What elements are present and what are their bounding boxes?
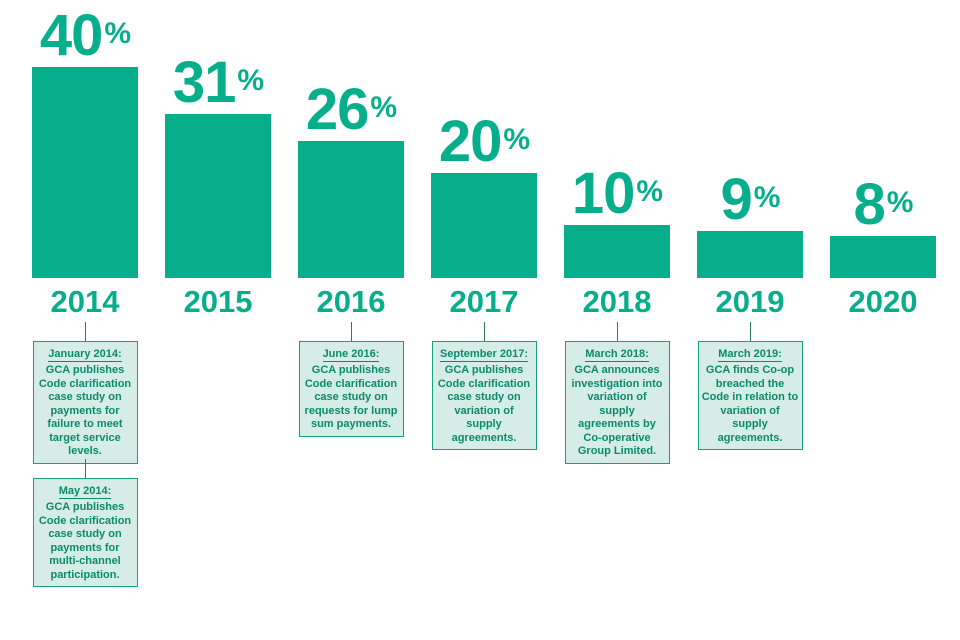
- bar-2017: [431, 172, 537, 278]
- annotation-text: GCA publishes Code clarification case st…: [38, 364, 132, 457]
- data-label-value: 31: [172, 50, 237, 116]
- annotation-date: June 2016:: [322, 348, 380, 362]
- annotation-text: GCA publishes Code clarification case st…: [437, 364, 531, 444]
- data-label-2019: 9%: [680, 170, 820, 229]
- x-tick-label-2016: 2016: [316, 284, 386, 319]
- x-tick-label-2014: 2014: [50, 284, 120, 319]
- annotation-date: March 2019:: [718, 348, 782, 362]
- x-tick-label-2018: 2018: [582, 284, 652, 319]
- data-label-unit: %: [753, 180, 781, 214]
- x-tick-label-2019: 2019: [715, 284, 785, 319]
- data-label-unit: %: [104, 17, 131, 50]
- annotation-text: GCA announces investigation into variati…: [571, 364, 663, 457]
- connector-line: [84, 322, 86, 341]
- bar-2014: [32, 67, 138, 278]
- data-label-2014: 40%: [15, 7, 155, 65]
- bar-2020: [830, 235, 936, 278]
- data-label-2020: 8%: [813, 175, 953, 234]
- annotation-text: GCA finds Co-op breached the Code in rel…: [701, 364, 799, 444]
- data-label-value: 26: [305, 76, 370, 142]
- data-label-value: 8: [853, 171, 886, 237]
- annotation-box: May 2014: GCA publishes Code clarificatio…: [32, 478, 138, 587]
- connector-line: [84, 459, 86, 478]
- bar-2015: [165, 114, 271, 278]
- data-label-unit: %: [237, 64, 264, 98]
- data-label-unit: %: [503, 122, 530, 156]
- x-tick-label-2020: 2020: [848, 284, 918, 319]
- connector-line: [616, 322, 618, 341]
- annotation-box: March 2019: GCA finds Co-op breached the …: [697, 341, 803, 450]
- connector-line: [483, 322, 485, 341]
- data-label-2018: 10%: [547, 165, 687, 223]
- annotation-box: June 2016: GCA publishes Code clarificati…: [298, 341, 404, 437]
- connector-line: [749, 322, 751, 341]
- data-label-value: 20: [438, 108, 503, 174]
- bar-2016: [298, 140, 404, 278]
- annotation-box: January 2014: GCA publishes Code clarific…: [32, 341, 138, 464]
- data-label-2016: 26%: [281, 80, 421, 139]
- x-tick-label-2017: 2017: [449, 284, 519, 319]
- annotation-date: May 2014:: [58, 485, 112, 499]
- annotation-date: September 2017:: [439, 348, 529, 362]
- annotation-text: GCA publishes Code clarification case st…: [304, 364, 398, 430]
- data-label-unit: %: [886, 185, 914, 219]
- x-tick-label-2015: 2015: [183, 284, 253, 319]
- connector-line: [350, 322, 352, 341]
- annotation-box: September 2017: GCA publishes Code clarif…: [431, 341, 537, 450]
- data-label-value: 9: [720, 166, 753, 232]
- data-label-unit: %: [370, 90, 397, 124]
- data-label-value: 10: [571, 161, 636, 227]
- data-label-2015: 31%: [148, 54, 288, 112]
- bar-2018: [564, 225, 670, 278]
- annotation-box: March 2018: GCA announces investigation i…: [564, 341, 670, 464]
- data-label-value: 40: [39, 3, 104, 68]
- data-label-unit: %: [636, 175, 663, 209]
- annotation-date: March 2018:: [585, 348, 649, 362]
- annotation-date: January 2014:: [48, 348, 122, 362]
- annotation-text: GCA publishes Code clarification case st…: [38, 501, 132, 581]
- data-label-2017: 20%: [414, 112, 554, 171]
- bar-2019: [697, 230, 803, 278]
